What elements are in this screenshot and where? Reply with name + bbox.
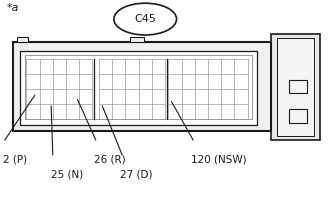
- Text: 120 (NSW): 120 (NSW): [191, 155, 247, 165]
- Text: 26 (R): 26 (R): [94, 155, 126, 165]
- FancyBboxPatch shape: [271, 34, 320, 140]
- Bar: [20, 51, 257, 125]
- Bar: [25, 55, 252, 119]
- FancyBboxPatch shape: [277, 38, 314, 136]
- Bar: [130, 37, 144, 42]
- Bar: [16, 37, 28, 42]
- Bar: [289, 80, 307, 93]
- Bar: [289, 109, 307, 123]
- Text: 25 (N): 25 (N): [51, 170, 83, 180]
- Text: C45: C45: [134, 14, 156, 24]
- Text: *a: *a: [7, 3, 19, 13]
- Bar: [13, 42, 271, 131]
- Text: 27 (D): 27 (D): [120, 170, 153, 180]
- Text: 2 (P): 2 (P): [3, 155, 27, 165]
